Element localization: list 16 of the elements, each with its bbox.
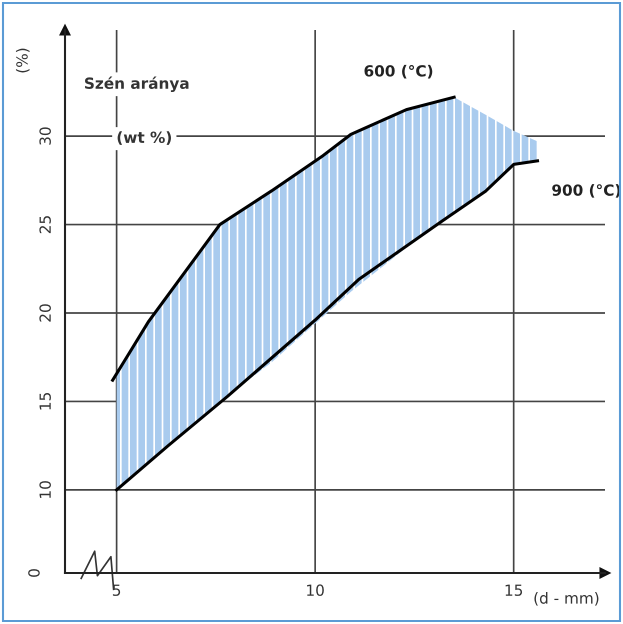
y-axis-title: (%) [16, 48, 30, 72]
series-label: 600 (°C) [364, 64, 432, 78]
annotation: (wt %) [118, 131, 171, 145]
x-tick-label: 15 [506, 584, 522, 596]
y-tick-label: 20 [39, 304, 51, 322]
y-tick-label: 15 [40, 393, 51, 410]
y-tick-label: 25 [39, 216, 51, 234]
y-tick-label: 10 [39, 481, 51, 498]
y-tick-label: 30 [39, 127, 51, 145]
line-series [115, 159, 540, 492]
line-series [111, 96, 456, 382]
series-label: 900 (°C) [552, 184, 620, 198]
annotation: Szén aránya [84, 76, 188, 92]
text: 0 [28, 569, 40, 577]
x-tick-label: 10 [307, 584, 324, 596]
x-axis-title: (d - mm) [534, 592, 598, 606]
